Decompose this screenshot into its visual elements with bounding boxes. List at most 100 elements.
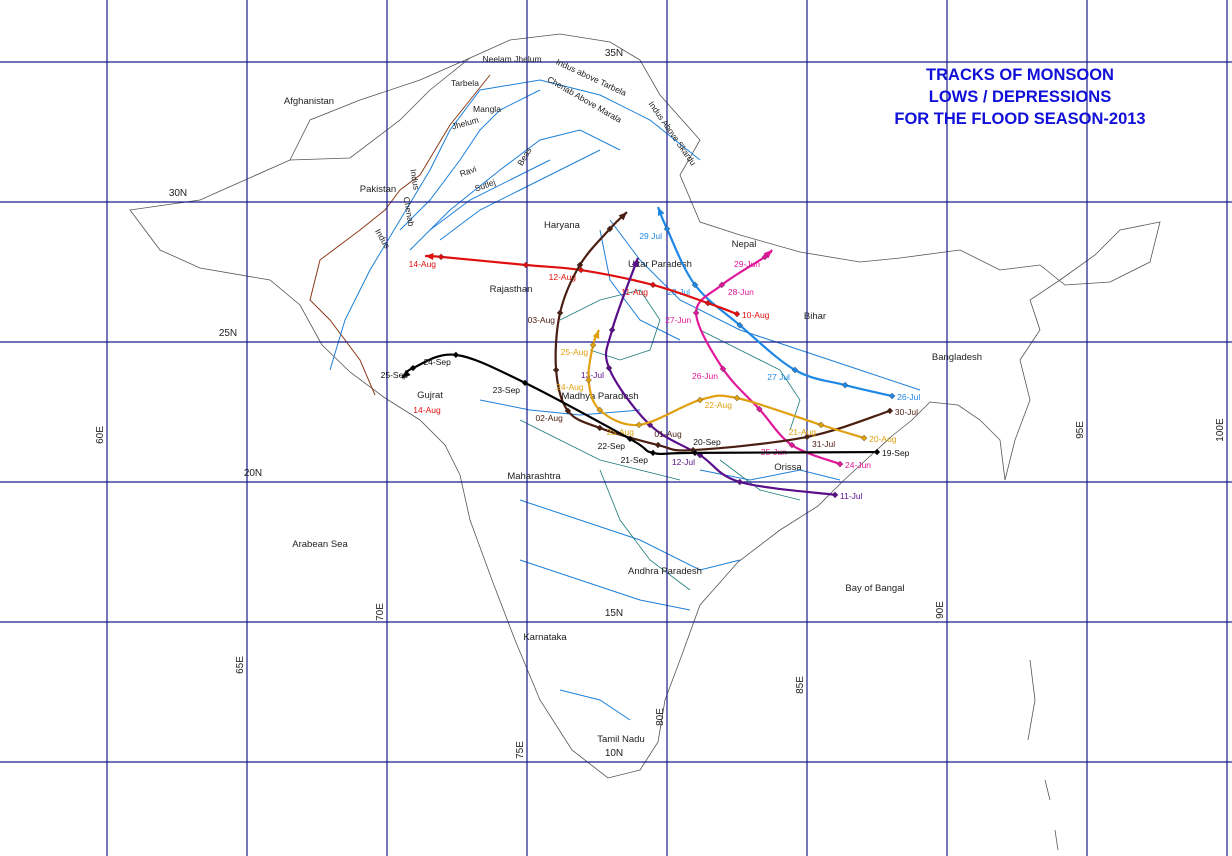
track-point-marker — [649, 449, 657, 457]
track-date-label: 03-Aug — [528, 315, 556, 325]
track-point-marker — [552, 366, 560, 374]
track: 19-Sep 20-Sep 21-Sep 22-Sep 23-Sep 24-Sep 25-S… — [381, 351, 910, 465]
track-date-label: 26-Jul — [897, 392, 920, 402]
track-arrowhead — [763, 249, 772, 259]
river-label: Mangla — [473, 104, 501, 114]
track-arrowhead — [425, 252, 434, 260]
landmass-outline — [129, 33, 1161, 851]
track-point-marker — [873, 448, 881, 456]
track-point-marker — [756, 405, 763, 413]
track-date-label: 19-Sep — [882, 448, 910, 458]
track-date-label: 25-Aug — [561, 347, 589, 357]
river-label: Jhelum — [451, 115, 480, 132]
track-date-label: 21-Sep — [621, 455, 649, 465]
track-date-label: 02-Aug — [535, 413, 563, 423]
track-date-label: 11-Jul — [840, 491, 863, 501]
region-label: Rajasthan — [490, 284, 533, 295]
longitude-label: 75E — [515, 741, 526, 759]
track-date-label: 24-Sep — [423, 357, 451, 367]
river-label: Chenab — [401, 196, 416, 227]
track-date-label: 12-Aug — [549, 272, 577, 282]
region-label: Orissa — [774, 462, 802, 473]
track-point-marker — [692, 309, 700, 317]
title-line-3: FOR THE FLOOD SEASON-2013 — [894, 110, 1146, 128]
track-point-marker — [718, 281, 726, 289]
track-point-marker — [564, 407, 572, 415]
country-border — [129, 33, 1161, 779]
track-point-marker — [836, 460, 844, 468]
track: 30-Jul 31-Jul 01-Aug 02-Aug 03-Aug — [528, 211, 918, 454]
track-point-marker — [788, 441, 796, 449]
track-date-label: 29-Jun — [734, 259, 760, 269]
track-date-label: 23-Sep — [493, 385, 521, 395]
region-label: Gujrat — [417, 390, 443, 401]
track-date-label: 24-Jun — [845, 460, 871, 470]
region-label: Karnataka — [523, 632, 567, 643]
latitude-label: 10N — [605, 748, 623, 759]
river-label: Tarbela — [451, 78, 479, 88]
latitude-label: 35N — [605, 48, 623, 59]
track-arrowhead — [402, 369, 411, 379]
track-date-label: 11-Aug — [621, 287, 648, 297]
track-point-marker — [831, 491, 839, 499]
track-point-marker — [522, 261, 530, 269]
longitude-label: 65E — [235, 656, 246, 674]
track-point-marker — [585, 376, 592, 384]
track-point-marker — [596, 424, 604, 432]
track-point-marker — [696, 396, 704, 404]
latitude-label: 30N — [169, 188, 187, 199]
longitude-label: 80E — [655, 708, 666, 726]
india-pakistan-border — [309, 74, 491, 396]
region-label: Tamil Nadu — [597, 734, 645, 745]
region-label: Afghanistan — [284, 96, 334, 107]
region-label: Bangladesh — [932, 352, 982, 363]
river-krishna — [519, 559, 691, 611]
track-date-label: 22-Aug — [705, 400, 733, 410]
track-point-marker — [719, 365, 727, 373]
latitude-label: 15N — [605, 608, 623, 619]
latitude-label: 20N — [244, 468, 262, 479]
track-line — [695, 249, 841, 466]
longitude-label: 70E — [375, 603, 386, 621]
track-date-label: 14-Aug — [413, 405, 441, 415]
longitude-label: 85E — [795, 676, 806, 694]
track-point-marker — [803, 433, 811, 441]
region-label: Madhya Paradesh — [561, 391, 638, 402]
region-label: Nepal — [732, 239, 757, 250]
river-label: Beas — [515, 146, 533, 168]
river-sutlej — [439, 149, 601, 241]
rivers — [329, 79, 921, 721]
track-line — [587, 329, 865, 440]
track-point-marker — [841, 381, 849, 389]
track-arrowhead — [618, 212, 627, 221]
andaman-islands — [1027, 659, 1059, 851]
track-point-marker — [576, 261, 584, 269]
track-date-label: 25-Sep — [381, 370, 409, 380]
track-arrowhead — [592, 329, 600, 339]
track-point-marker — [409, 364, 417, 372]
track-point-marker — [691, 449, 699, 457]
track-point-marker — [556, 309, 564, 317]
title-line-2: LOWS / DEPRESSIONS — [928, 88, 1112, 106]
track-point-marker — [691, 281, 699, 289]
track-date-label: 12-Jul — [672, 457, 695, 467]
river-narmada — [479, 399, 641, 416]
track-point-marker — [577, 266, 585, 274]
track-point-marker — [886, 407, 894, 415]
track-point-marker — [733, 310, 741, 318]
track-date-label: 01-Aug — [654, 429, 682, 439]
track: 20-Aug 21-Aug 22-Aug 23-Aug 24-Aug 25-Aug — [556, 329, 897, 444]
track-date-label: 28-Jun — [728, 287, 754, 297]
river-godavari — [519, 499, 741, 571]
river-label: Indus — [408, 168, 421, 190]
river-chenab — [409, 129, 621, 251]
track-point-marker — [635, 421, 643, 429]
region-label: Andhra Paradesh — [628, 566, 702, 577]
track-point-marker — [452, 351, 460, 359]
track-point-marker — [589, 341, 597, 349]
river-jhelum — [399, 89, 541, 231]
